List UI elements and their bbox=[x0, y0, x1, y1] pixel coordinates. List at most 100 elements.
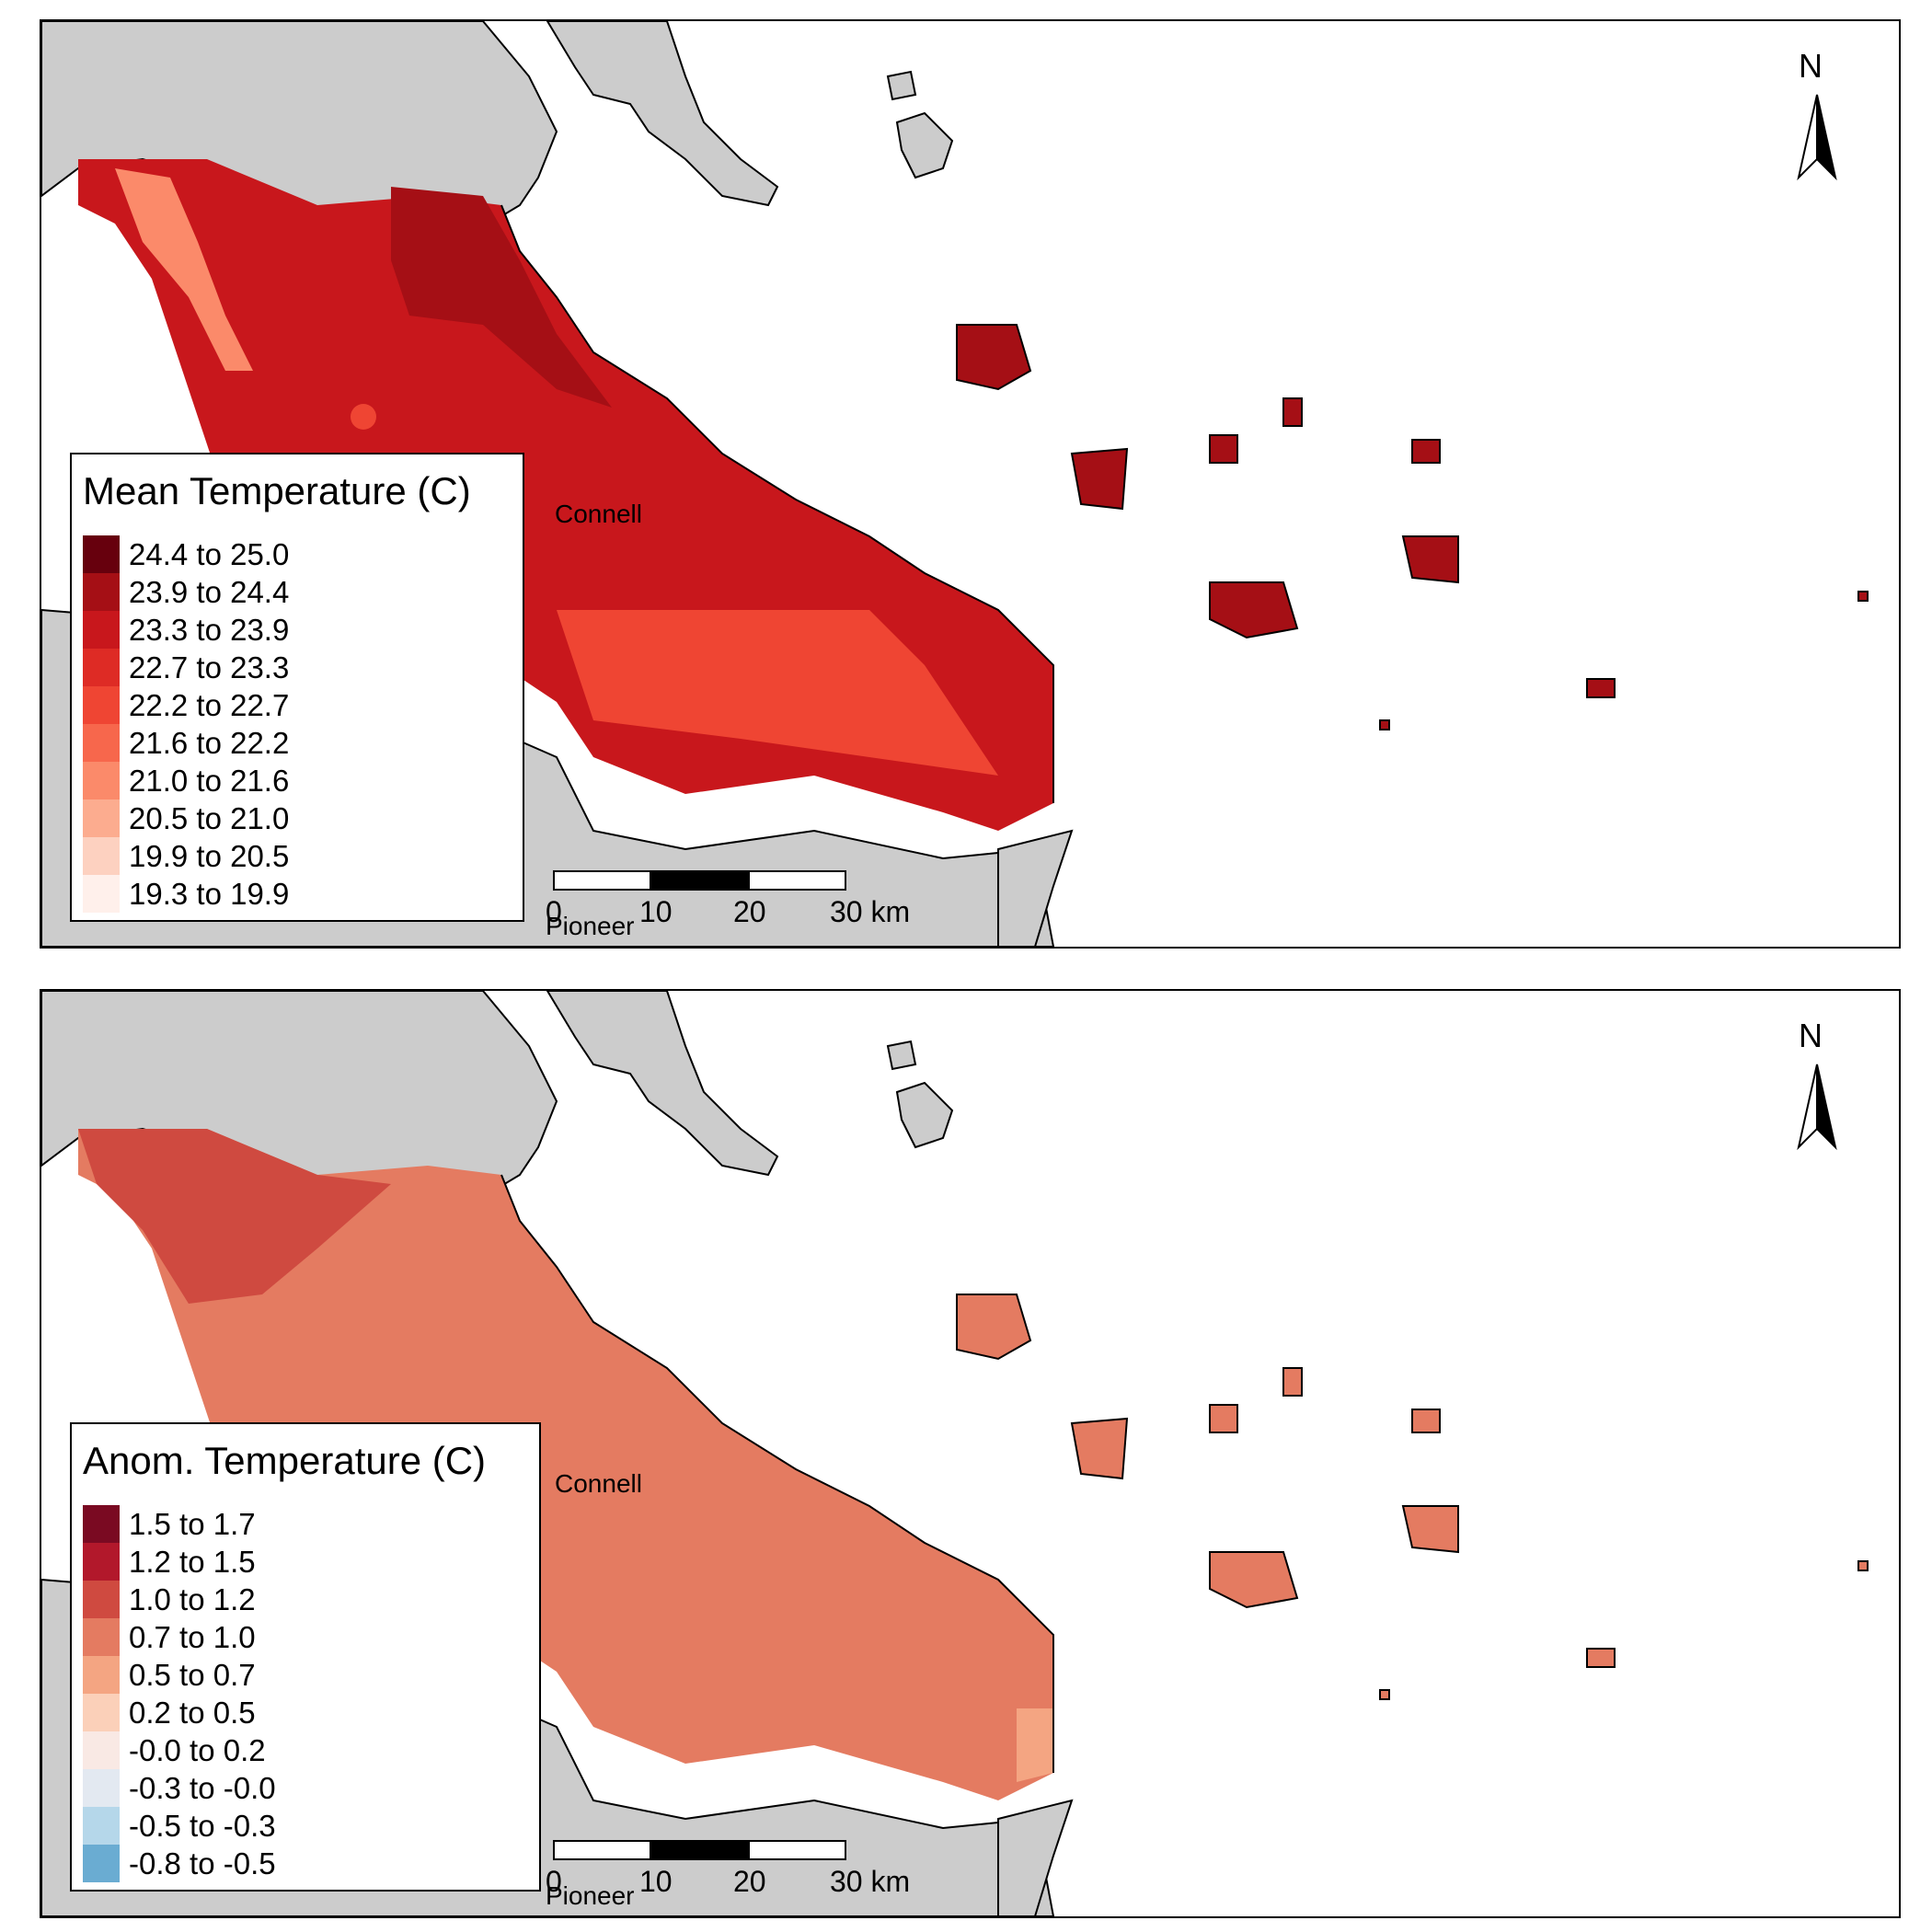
offshore-cell bbox=[1857, 1560, 1869, 1571]
scale-label-20: 20 bbox=[733, 1865, 766, 1898]
legend-item: 0.2 to 0.5 bbox=[83, 1694, 539, 1731]
legend: Mean Temperature (C) 24.4 to 25.0 23.9 to… bbox=[70, 453, 524, 922]
offshore-cell bbox=[1070, 1417, 1129, 1480]
legend-swatch bbox=[83, 1694, 120, 1731]
offshore-cell bbox=[1411, 439, 1441, 464]
legend-swatch bbox=[83, 1656, 120, 1694]
offshore-cell bbox=[956, 1294, 1032, 1361]
legend-swatch bbox=[83, 875, 120, 913]
offshore-cell bbox=[1070, 447, 1129, 511]
legend-label: 23.3 to 23.9 bbox=[129, 612, 290, 647]
legend-item: 1.2 to 1.5 bbox=[83, 1543, 539, 1581]
legend-swatch bbox=[83, 649, 120, 686]
legend-label: -0.8 to -0.5 bbox=[129, 1846, 276, 1880]
raster-coolspot bbox=[351, 404, 376, 430]
legend-label: -0.3 to -0.0 bbox=[129, 1770, 276, 1805]
scale-label-10: 10 bbox=[639, 895, 673, 928]
land-southeast bbox=[997, 829, 1074, 947]
legend-swatch bbox=[83, 799, 120, 837]
island bbox=[895, 1081, 954, 1149]
legend-label: 21.0 to 21.6 bbox=[129, 763, 290, 798]
legend-swatch bbox=[83, 573, 120, 611]
legend-label: 0.2 to 0.5 bbox=[129, 1695, 256, 1730]
land-southeast bbox=[997, 1799, 1074, 1916]
offshore-cell bbox=[1209, 434, 1238, 464]
legend-rows: 24.4 to 25.0 23.9 to 24.4 23.3 to 23.9 22.7… bbox=[83, 535, 523, 913]
offshore-cell bbox=[1857, 591, 1869, 602]
legend-title: Mean Temperature (C) bbox=[83, 469, 471, 512]
scale-label-10: 10 bbox=[639, 1865, 673, 1898]
raster-coolspot bbox=[115, 168, 253, 371]
scale-label-30km: 30 km bbox=[830, 895, 911, 928]
scale-label-30km: 30 km bbox=[830, 1865, 911, 1898]
offshore-cell bbox=[956, 324, 1032, 391]
mean-temperature-map-panel: N Connell Pioneer 0 10 20 30 km Mean Tem… bbox=[40, 19, 1901, 949]
island bbox=[895, 111, 954, 179]
legend-item: 22.2 to 22.7 bbox=[83, 686, 523, 724]
anomaly-temperature-map-panel: N Connell Pioneer 0 10 20 30 km Anom. Te… bbox=[40, 989, 1901, 1918]
legend-item: 23.3 to 23.9 bbox=[83, 611, 523, 649]
legend-item: 20.5 to 21.0 bbox=[83, 799, 523, 837]
temperature-raster-main bbox=[78, 1129, 1053, 1800]
legend-item: -0.5 to -0.3 bbox=[83, 1807, 539, 1845]
legend-item: -0.3 to -0.0 bbox=[83, 1769, 539, 1807]
legend-item: 19.9 to 20.5 bbox=[83, 837, 523, 875]
legend-label: 0.7 to 1.0 bbox=[129, 1619, 256, 1654]
scale-bar bbox=[553, 870, 846, 891]
legend-label: 21.6 to 22.2 bbox=[129, 725, 290, 760]
coastline bbox=[500, 1174, 1054, 1773]
legend-swatch bbox=[83, 1731, 120, 1769]
raster-hotspot bbox=[391, 187, 612, 408]
legend-swatch bbox=[83, 1543, 120, 1581]
legend-swatch bbox=[83, 724, 120, 762]
legend-label: 22.2 to 22.7 bbox=[129, 687, 290, 722]
scale-label-20: 20 bbox=[733, 895, 766, 928]
legend-label: 1.5 to 1.7 bbox=[129, 1506, 256, 1541]
offshore-cell bbox=[1586, 1648, 1616, 1668]
legend-swatch bbox=[83, 1505, 120, 1543]
scale-label-0: 0 bbox=[546, 895, 562, 928]
legend-swatch bbox=[83, 1618, 120, 1656]
offshore-cell bbox=[1209, 581, 1299, 639]
legend-label: 22.7 to 23.3 bbox=[129, 650, 290, 684]
legend-swatch bbox=[83, 535, 120, 573]
island bbox=[886, 70, 917, 101]
north-arrow-icon bbox=[1797, 94, 1837, 181]
legend-title: Anom. Temperature (C) bbox=[83, 1439, 487, 1482]
legend-item: -0.8 to -0.5 bbox=[83, 1845, 539, 1882]
place-label-connell: Connell bbox=[555, 500, 642, 528]
offshore-cells bbox=[956, 324, 1869, 730]
raster-band bbox=[557, 610, 998, 776]
legend-label: 19.9 to 20.5 bbox=[129, 838, 290, 873]
legend-swatch bbox=[83, 1581, 120, 1618]
legend-label: 24.4 to 25.0 bbox=[129, 536, 290, 571]
offshore-cell bbox=[1401, 1505, 1459, 1554]
legend-item: 0.7 to 1.0 bbox=[83, 1618, 539, 1656]
offshore-cell bbox=[1209, 1551, 1299, 1609]
legend-item: 21.0 to 21.6 bbox=[83, 762, 523, 799]
legend-label: -0.0 to 0.2 bbox=[129, 1732, 266, 1767]
legend-swatch bbox=[83, 762, 120, 799]
scale-label-0: 0 bbox=[546, 1865, 562, 1898]
legend: Anom. Temperature (C) 1.5 to 1.7 1.2 to 1… bbox=[70, 1422, 541, 1892]
legend-item: 19.3 to 19.9 bbox=[83, 875, 523, 913]
offshore-cell bbox=[1586, 678, 1616, 698]
land-peninsula bbox=[546, 991, 779, 1177]
legend-item: 0.5 to 0.7 bbox=[83, 1656, 539, 1694]
north-label: N bbox=[1799, 47, 1823, 85]
legend-item: -0.0 to 0.2 bbox=[83, 1731, 539, 1769]
legend-label: 1.0 to 1.2 bbox=[129, 1581, 256, 1616]
legend-swatch bbox=[83, 611, 120, 649]
legend-item: 1.0 to 1.2 bbox=[83, 1581, 539, 1618]
offshore-cell bbox=[1282, 1367, 1303, 1397]
legend-item: 1.5 to 1.7 bbox=[83, 1505, 539, 1543]
offshore-cell bbox=[1379, 719, 1390, 730]
island bbox=[886, 1040, 917, 1071]
land-peninsula bbox=[546, 21, 779, 207]
legend-label: 1.2 to 1.5 bbox=[129, 1544, 256, 1579]
offshore-cell bbox=[1282, 397, 1303, 427]
legend-label: 23.9 to 24.4 bbox=[129, 574, 290, 609]
legend-item: 22.7 to 23.3 bbox=[83, 649, 523, 686]
offshore-cells bbox=[956, 1294, 1869, 1700]
offshore-cell bbox=[1379, 1689, 1390, 1700]
